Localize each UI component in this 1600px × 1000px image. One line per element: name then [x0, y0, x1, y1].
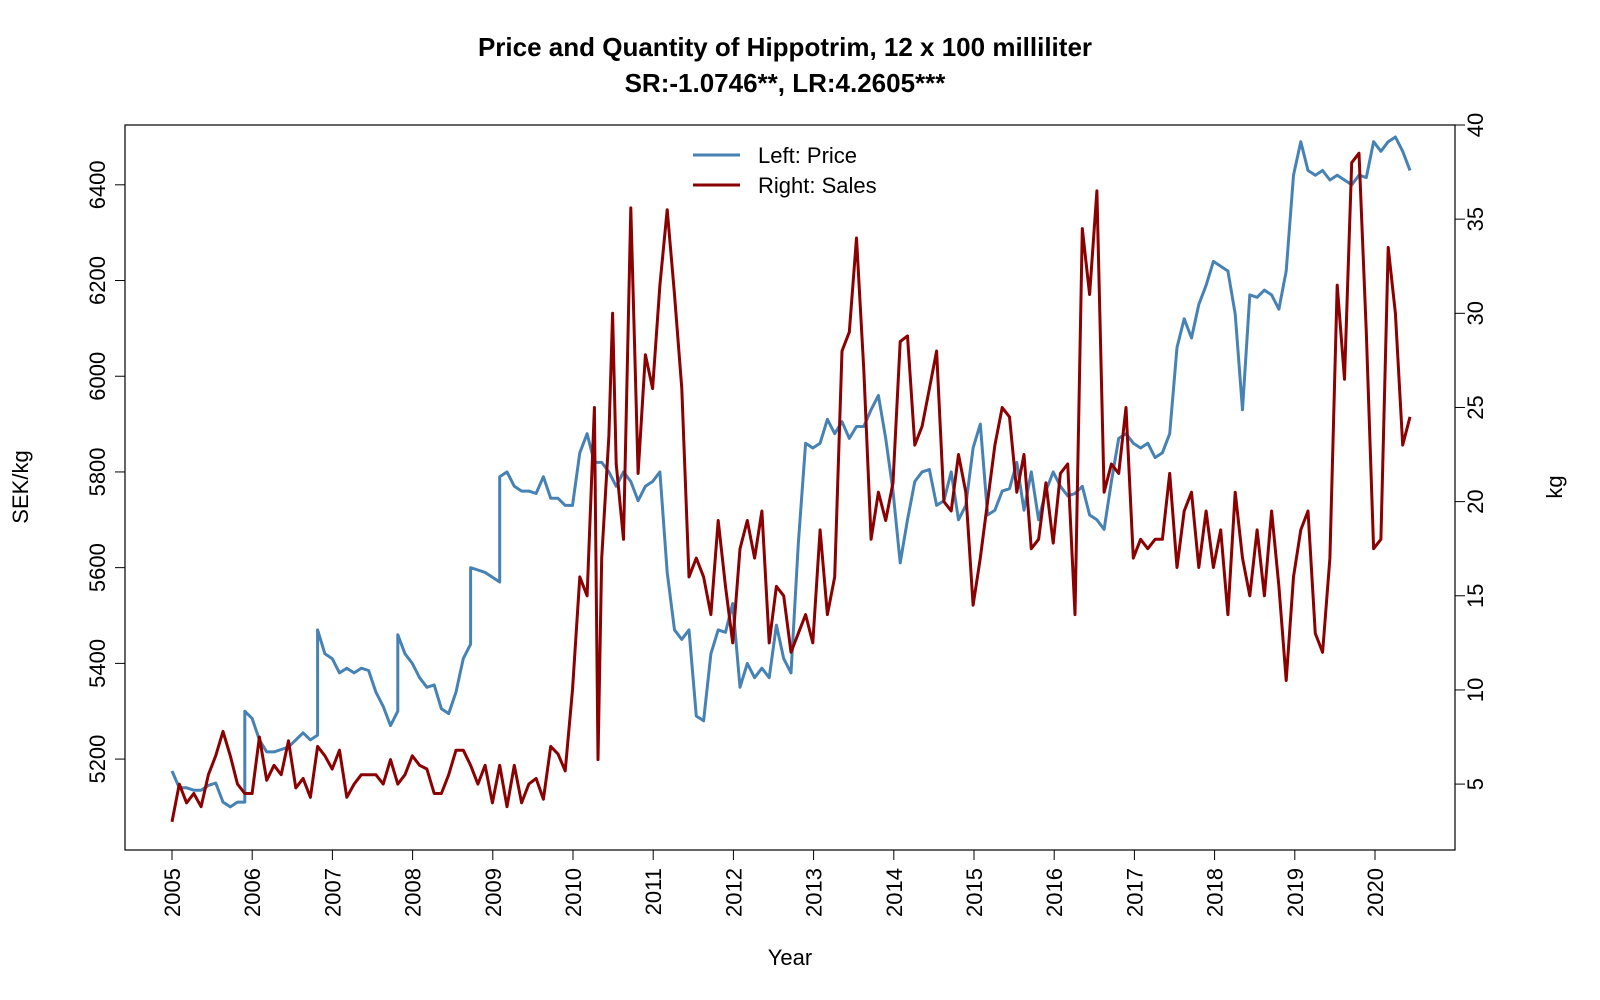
y-right-tick-label: 35: [1463, 207, 1488, 231]
y-left-tick-label: 5400: [85, 639, 110, 688]
y-right-tick-label: 20: [1463, 489, 1488, 513]
y-left-tick-label: 6400: [85, 160, 110, 209]
x-tick-label: 2019: [1283, 868, 1308, 917]
y-right-tick-label: 10: [1463, 678, 1488, 702]
y-right-tick-label: 30: [1463, 301, 1488, 325]
legend: Left: Price Right: Sales: [693, 143, 877, 198]
x-tick-label: 2020: [1363, 868, 1388, 917]
plot-area-frame: [124, 124, 1456, 851]
chart-subtitle: SR:-1.0746**, LR:4.2605***: [625, 68, 947, 98]
x-axis-label: Year: [768, 945, 812, 970]
series-line-right: [170, 151, 1412, 823]
chart-title: Price and Quantity of Hippotrim, 12 x 10…: [478, 32, 1092, 62]
x-tick-label: 2012: [721, 868, 746, 917]
legend-price-label: Left: Price: [758, 143, 857, 168]
sales-series: [170, 151, 1412, 823]
x-tick-label: 2013: [802, 868, 827, 917]
y-axis-left-label: SEK/kg: [8, 450, 33, 523]
y-axis-right: 5 10 15 20 25 30 35 40: [1454, 113, 1488, 790]
y-right-tick-label: 25: [1463, 395, 1488, 419]
x-tick-label: 2005: [160, 868, 185, 917]
price-series: [170, 135, 1412, 809]
series-line-left: [170, 135, 1412, 809]
x-tick-label: 2006: [240, 868, 265, 917]
x-tick-label: 2018: [1203, 868, 1228, 917]
y-right-tick-label: 15: [1463, 584, 1488, 608]
x-axis: 2005 2006 2007 2008 2009 2010 2011 2012 2013 2014…: [160, 849, 1388, 917]
x-tick-label: 2015: [962, 868, 987, 917]
y-axis-right-label: kg: [1542, 475, 1567, 498]
x-tick-label: 2016: [1042, 868, 1067, 917]
legend-sales-label: Right: Sales: [758, 173, 877, 198]
x-tick-label: 2017: [1122, 868, 1147, 917]
x-tick-label: 2009: [481, 868, 506, 917]
y-right-tick-label: 40: [1463, 113, 1488, 137]
x-tick-label: 2007: [320, 868, 345, 917]
y-axis-left: 5200 5400 5600 5800 6000 6200 6400: [85, 160, 126, 784]
y-right-tick-label: 5: [1463, 778, 1488, 790]
y-left-tick-label: 5600: [85, 543, 110, 592]
x-tick-label: 2014: [882, 868, 907, 917]
x-tick-label: 2010: [561, 868, 586, 917]
y-left-tick-label: 6000: [85, 352, 110, 401]
y-left-tick-label: 6200: [85, 256, 110, 305]
x-tick-label: 2011: [641, 868, 666, 915]
y-left-tick-label: 5200: [85, 735, 110, 784]
y-left-tick-label: 5800: [85, 447, 110, 496]
x-tick-label: 2008: [401, 868, 426, 917]
